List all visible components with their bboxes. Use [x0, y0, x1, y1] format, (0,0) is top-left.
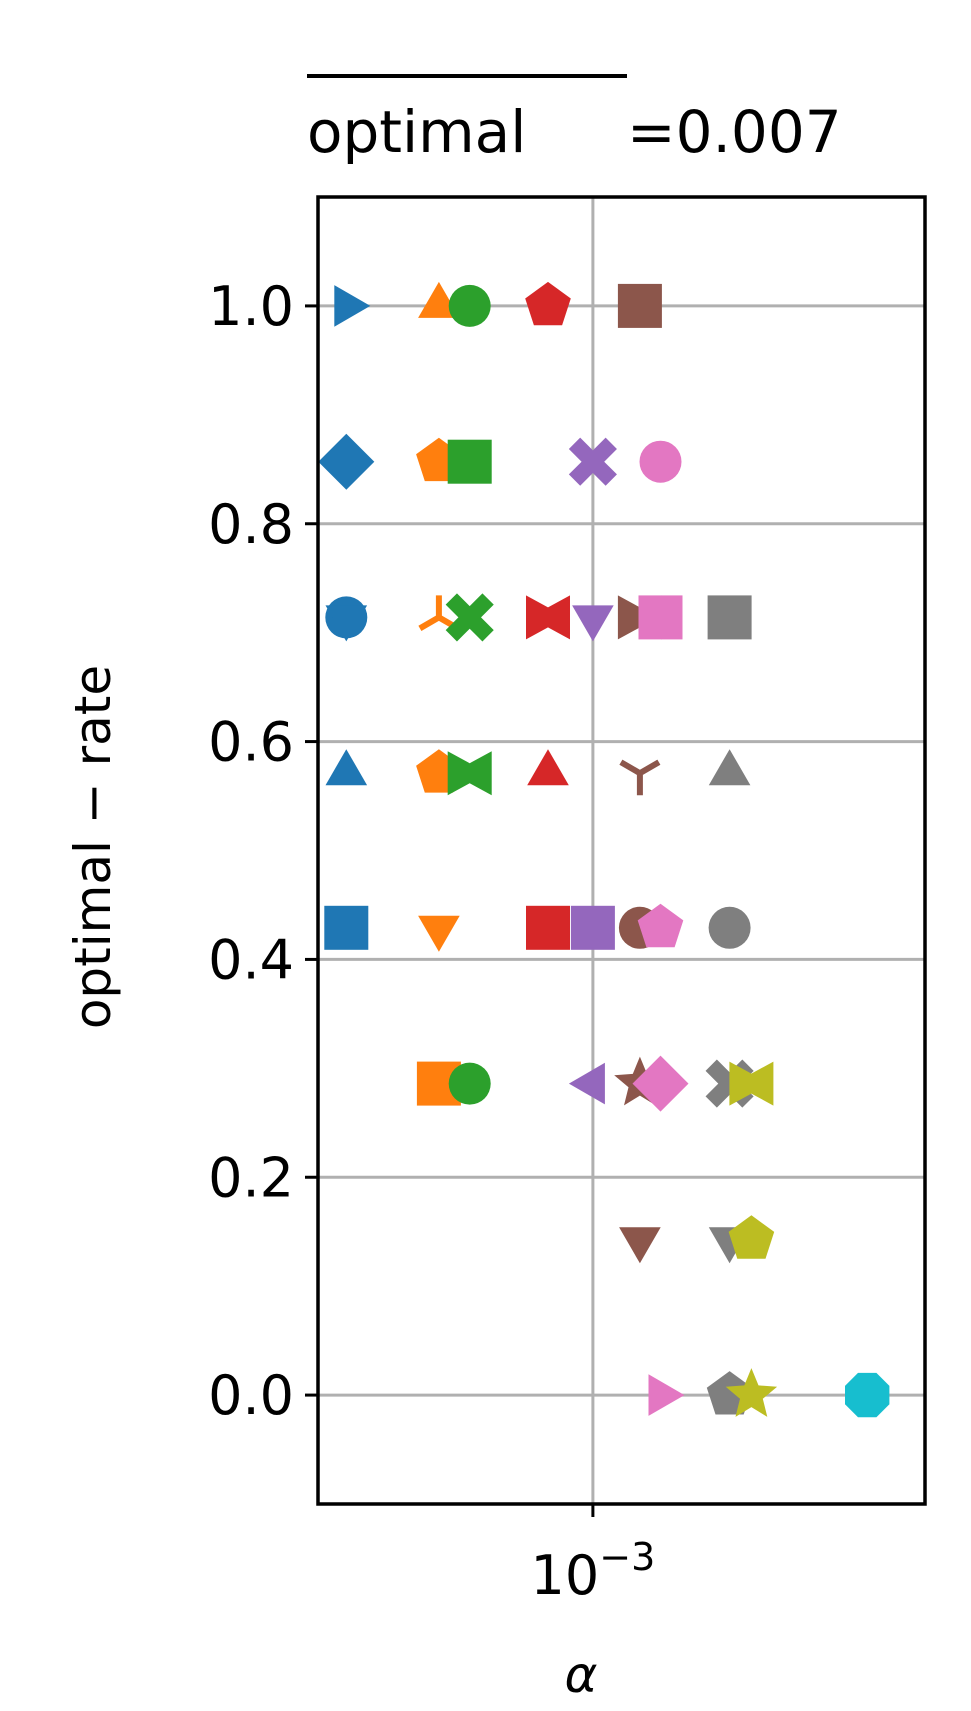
- data-point: [445, 593, 494, 642]
- data-point: [845, 1372, 890, 1418]
- data-point: [525, 281, 571, 326]
- axis-ticks: 0.0 0.2 0.4 0.6 0.8 1.0 10−3: [208, 275, 655, 1607]
- x-axis-label: α: [565, 1646, 598, 1704]
- data-point: [707, 595, 752, 640]
- y-tick-label: 0.4: [208, 928, 294, 991]
- plot-area: [316, 195, 927, 1506]
- data-point: [448, 284, 491, 327]
- data-point: [325, 749, 368, 786]
- data-point: [637, 903, 684, 948]
- data-point: [728, 1215, 775, 1259]
- data-point: [648, 1374, 685, 1416]
- data-point: [639, 440, 682, 483]
- data-point: [638, 595, 683, 640]
- y-tick-label: 1.0: [208, 275, 294, 338]
- data-point: [448, 1062, 491, 1105]
- data-point: [708, 749, 751, 786]
- title-overlined-text: optimal: [307, 98, 526, 166]
- data-point: [570, 905, 615, 950]
- data-point: [708, 906, 751, 949]
- data-points: [318, 281, 890, 1418]
- data-point: [632, 1055, 689, 1112]
- x-tick-exponent: −3: [599, 1535, 655, 1579]
- data-point: [617, 283, 662, 328]
- data-point: [568, 437, 617, 486]
- data-point: [526, 595, 570, 640]
- x-tick-base: 10: [531, 1544, 600, 1607]
- data-point: [325, 605, 368, 642]
- y-axis-label: optimal − rate: [64, 665, 122, 1029]
- y-tick-label: 0.6: [208, 711, 294, 774]
- data-point: [619, 759, 661, 796]
- data-point: [324, 905, 369, 950]
- data-point: [572, 605, 614, 642]
- grid-lines: [318, 197, 925, 1504]
- data-point: [619, 1227, 661, 1264]
- data-point: [447, 439, 492, 484]
- data-point: [725, 1368, 778, 1417]
- y-tick-label: 0.0: [208, 1364, 294, 1427]
- data-point: [334, 285, 371, 327]
- x-tick-label: 10−3: [531, 1535, 656, 1607]
- data-point: [527, 749, 569, 786]
- data-point: [418, 915, 460, 952]
- data-point: [729, 1061, 774, 1106]
- chart-title: optimal =0.007: [307, 74, 842, 166]
- y-tick-label: 0.8: [208, 493, 294, 556]
- title-suffix-text: =0.007: [627, 98, 842, 166]
- data-point: [447, 751, 492, 796]
- data-point: [318, 433, 375, 490]
- y-tick-label: 0.2: [208, 1146, 294, 1209]
- data-point: [568, 1062, 605, 1105]
- data-point: [526, 905, 570, 950]
